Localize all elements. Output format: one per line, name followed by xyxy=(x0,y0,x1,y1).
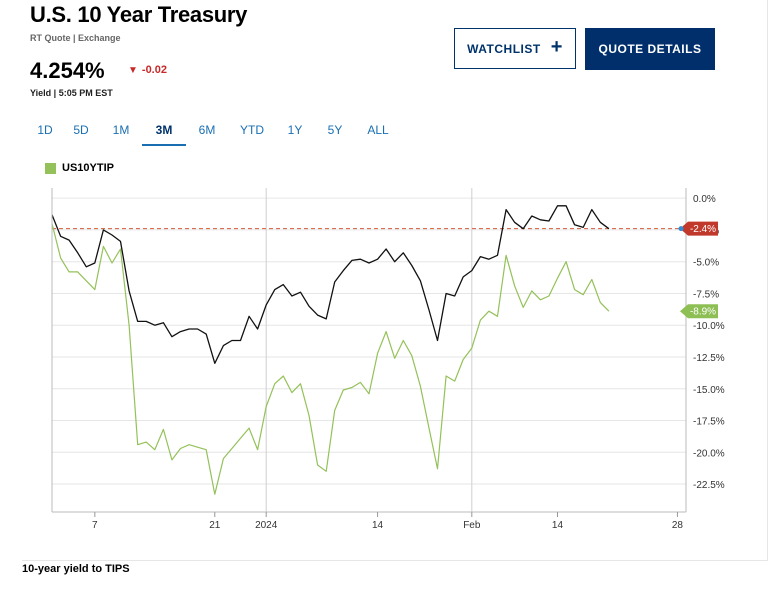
price-change-value: -0.02 xyxy=(141,64,167,76)
tab-ytd[interactable]: YTD xyxy=(240,123,264,137)
page-title: U.S. 10 Year Treasury xyxy=(30,2,248,27)
quote-card xyxy=(22,0,768,561)
quote-details-button[interactable]: QUOTE DETAILS xyxy=(585,28,715,70)
tab-5d[interactable]: 5D xyxy=(73,123,89,137)
legend-swatch xyxy=(45,162,56,174)
yield-timestamp: Yield | 5:05 PM EST xyxy=(30,88,113,98)
tab-1d[interactable]: 1D xyxy=(37,123,53,137)
plus-icon: + xyxy=(550,36,563,58)
price-change: ▼ -0.02 xyxy=(128,64,167,76)
watchlist-button[interactable]: WATCHLIST + xyxy=(454,28,576,69)
tab-6m[interactable]: 6M xyxy=(198,123,216,137)
tab-3m[interactable]: 3M xyxy=(142,118,186,146)
chart-legend: US10YTIP xyxy=(45,162,114,174)
chart-caption: 10-year yield to TIPS xyxy=(22,563,130,575)
tab-1y[interactable]: 1Y xyxy=(287,123,303,137)
quote-source: RT Quote | Exchange xyxy=(30,33,121,43)
watchlist-label: WATCHLIST xyxy=(467,41,541,56)
range-tabs: 1D 5D 1M 3M 6M YTD 1Y 5Y ALL xyxy=(30,118,398,146)
tab-5y[interactable]: 5Y xyxy=(327,123,343,137)
tab-all[interactable]: ALL xyxy=(367,123,389,137)
tab-1m[interactable]: 1M xyxy=(112,123,130,137)
last-price: 4.254% xyxy=(30,58,105,83)
legend-label: US10YTIP xyxy=(62,162,114,174)
down-arrow-icon: ▼ xyxy=(128,65,138,76)
